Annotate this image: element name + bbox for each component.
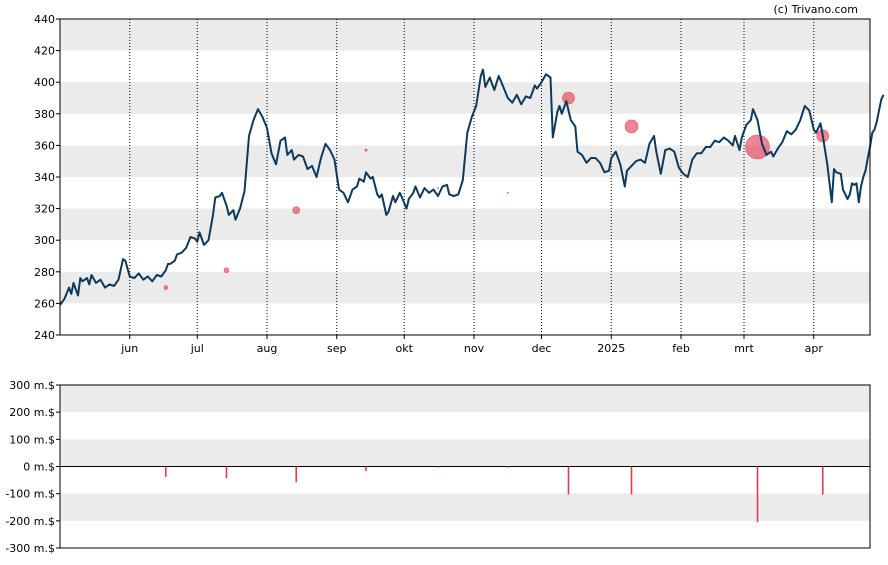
volume-tick-label: -300 m.$ [5,542,55,555]
price-panel-frame [59,18,871,336]
event-marker [624,119,639,134]
y-tick-label: 260 [34,297,55,310]
event-marker [437,187,439,189]
event-marker [562,91,575,105]
event-marker [223,267,230,274]
price-band [60,271,870,304]
price-band [60,82,870,114]
volume-tick-label: 0 m.$ [23,461,55,474]
x-tick-label: mrt [734,342,754,355]
volume-tick-label: 300 m.$ [9,379,55,392]
volume-axis: -300 m.$ -200 m.$ -100 m.$ 0 m.$ 100 m.$ 200 … [5,379,870,555]
credit-label: (c) Trivano.com [773,3,858,16]
volume-panel-border [59,384,871,549]
y-tick-label: 280 [34,266,55,279]
y-tick-label: 300 [34,234,55,247]
x-tick-label: apr [805,342,824,355]
event-marker [292,206,301,214]
y-tick-label: 240 [34,329,55,342]
y-tick-label: 320 [34,203,55,216]
volume-tick-label: -200 m.$ [5,515,55,528]
x-tick-label: aug [257,342,278,355]
y-tick-label: 420 [34,45,55,58]
volume-tick-label: 100 m.$ [9,433,55,446]
y-tick-label: 360 [34,139,55,152]
volume-tick-label: 200 m.$ [9,406,55,419]
volume-band [60,439,870,467]
price-panel-border [59,18,871,336]
price-band [60,208,870,241]
y-tick-label: 400 [34,76,55,89]
price-panel-bands [60,19,870,304]
event-marker [364,148,368,152]
x-tick-label: feb [672,342,690,355]
x-tick-label: 2025 [597,342,625,355]
volume-panel-bands [60,385,870,521]
volume-panel-frame [59,384,871,549]
volume-bars [164,466,824,523]
volume-band [60,493,870,521]
x-tick-label: sep [327,342,346,355]
y-tick-label: 440 [34,13,55,26]
x-tick-label: nov [464,342,485,355]
event-marker [506,191,509,194]
y-tick-label: 380 [34,108,55,121]
y-tick-label: 340 [34,171,55,184]
volume-tick-label: -100 m.$ [5,488,55,501]
event-marker [163,285,169,290]
x-tick-label: dec [532,342,552,355]
x-tick-label: jun [120,342,138,355]
volume-band [60,385,870,413]
price-line [59,68,885,306]
x-tick-label: jul [190,342,204,355]
month-axis: jun jul aug sep okt nov dec 2025 feb mrt apr [120,335,823,355]
x-tick-label: okt [396,342,414,355]
price-band [60,19,870,51]
event-marker [745,134,770,160]
price-axis: 240 260 280 300 320 340 360 380 400 420 440 [34,13,60,342]
